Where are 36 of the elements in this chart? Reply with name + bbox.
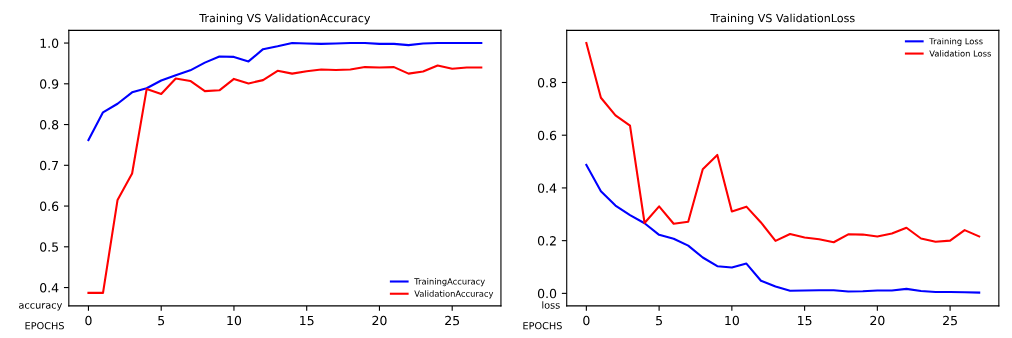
line-series (87, 42, 483, 142)
x-tick-label: 0 (583, 315, 590, 326)
legend-label: Validation Loss (929, 50, 991, 57)
line-series (585, 163, 981, 294)
y-tick-label: 1.0 (40, 38, 59, 48)
y-tick-label: 0.6 (40, 201, 59, 211)
x-tick-label: 15 (300, 316, 314, 326)
x-axis-title: EPOCHS (25, 322, 64, 330)
x-tick-label: 0 (85, 315, 92, 326)
x-axis-title: EPOCHS (523, 322, 562, 330)
x-tick-label: 5 (158, 316, 165, 326)
y-tick-label: 0.4 (40, 283, 59, 293)
y-tick-label: 0.2 (537, 236, 556, 246)
chart-title: Training VS ValidationAccuracy (199, 13, 371, 25)
y-tick-label: 0.0 (537, 288, 557, 299)
legend-label: Training Loss (929, 37, 983, 46)
y-tick-label: 0.5 (40, 242, 58, 252)
y-tick-label: 0.9 (40, 79, 59, 89)
legend-label: ValidationAccuracy (414, 290, 494, 299)
y-axis-title: loss (542, 301, 560, 309)
x-tick-label: 25 (943, 315, 957, 326)
x-tick-label: 10 (725, 315, 739, 326)
x-tick-label: 20 (870, 315, 885, 326)
x-tick-label: 15 (798, 316, 812, 326)
x-tick-label: 10 (227, 315, 242, 326)
x-tick-label: 20 (372, 315, 387, 326)
y-tick-label: 0.4 (537, 183, 557, 193)
chart-title: Training VS ValidationLoss (710, 13, 855, 25)
x-tick-label: 25 (445, 315, 460, 326)
y-tick-label: 0.6 (537, 130, 557, 141)
y-axis-title: accuracy (19, 303, 63, 311)
y-tick-label: 0.7 (40, 160, 59, 171)
x-tick-label: 5 (656, 316, 662, 326)
y-tick-label: 0.8 (40, 120, 59, 130)
y-tick-label: 0.8 (537, 77, 557, 88)
legend-label: TrainingAccuracy (414, 278, 485, 287)
